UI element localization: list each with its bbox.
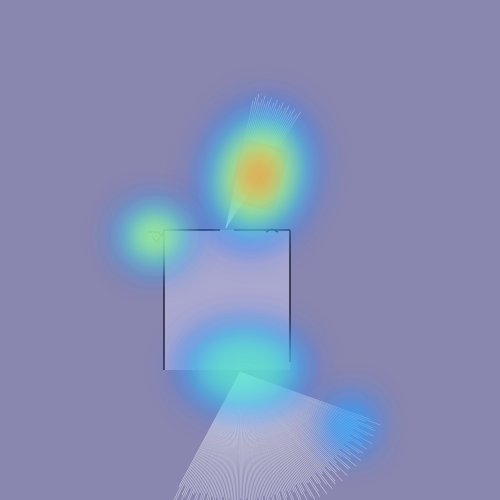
heat-blob-left-corner <box>113 198 197 274</box>
heatmap-overlay <box>113 96 380 457</box>
heat-blob-lower-right <box>320 393 380 457</box>
heat-blob-room-center <box>175 318 315 418</box>
heat-blob-upper-beam <box>196 96 320 254</box>
